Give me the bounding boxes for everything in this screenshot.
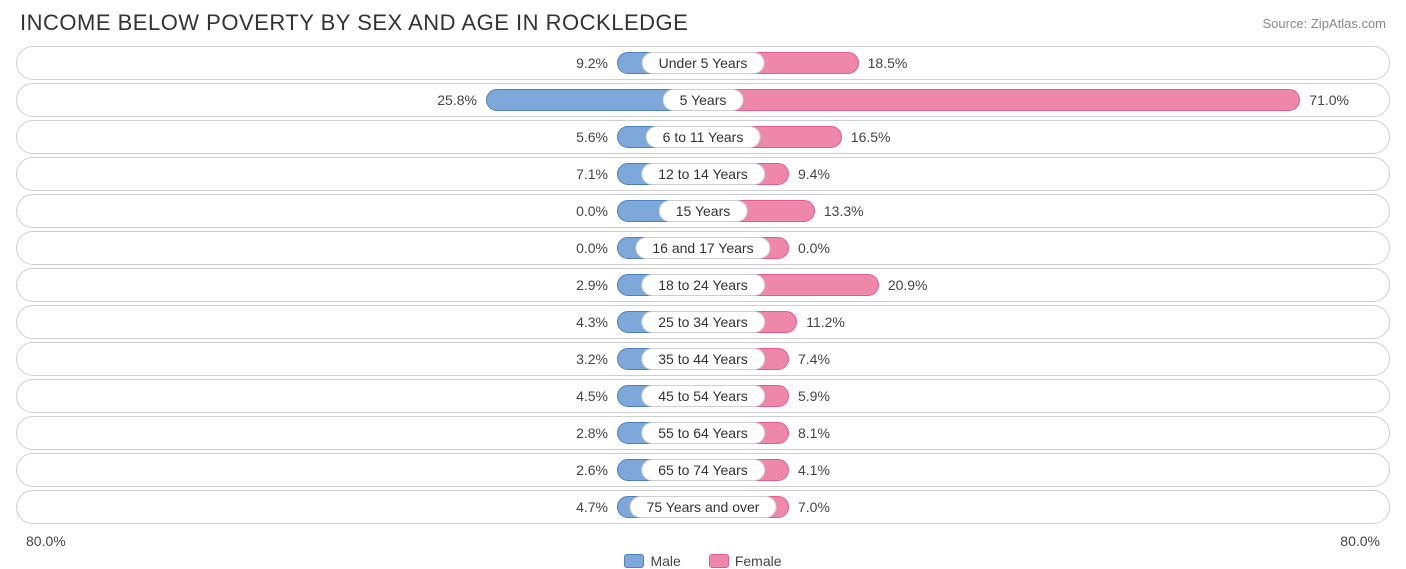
axis-right-label: 80.0% [1340, 533, 1380, 549]
chart-row: 2.6% 4.1% 65 to 74 Years [16, 453, 1390, 487]
chart-row: 5.6% 16.5% 6 to 11 Years [16, 120, 1390, 154]
legend-swatch-male [624, 554, 644, 568]
category-label: 6 to 11 Years [646, 126, 761, 148]
legend-item-male: Male [624, 553, 680, 569]
category-label: 55 to 64 Years [641, 422, 765, 444]
chart-row: 3.2% 7.4% 35 to 44 Years [16, 342, 1390, 376]
chart-header: INCOME BELOW POVERTY BY SEX AND AGE IN R… [0, 0, 1406, 42]
chart-row: 2.9% 20.9% 18 to 24 Years [16, 268, 1390, 302]
female-value-label: 13.3% [814, 203, 864, 219]
female-value-label: 0.0% [788, 240, 830, 256]
axis-left-label: 80.0% [26, 533, 66, 549]
legend-label-male: Male [650, 553, 680, 569]
category-label: 75 Years and over [630, 496, 777, 518]
male-value-label: 4.5% [576, 388, 618, 404]
male-value-label: 25.8% [437, 92, 487, 108]
female-value-label: 5.9% [788, 388, 830, 404]
male-value-label: 9.2% [576, 55, 618, 71]
category-label: 18 to 24 Years [641, 274, 765, 296]
female-bar: 71.0% [703, 89, 1300, 111]
male-value-label: 7.1% [576, 166, 618, 182]
chart-row: 7.1% 9.4% 12 to 14 Years [16, 157, 1390, 191]
female-value-label: 9.4% [788, 166, 830, 182]
category-label: 65 to 74 Years [641, 459, 765, 481]
male-value-label: 2.8% [576, 425, 618, 441]
category-label: 35 to 44 Years [641, 348, 765, 370]
male-value-label: 3.2% [576, 351, 618, 367]
male-value-label: 4.3% [576, 314, 618, 330]
chart-row: 25.8%71.0%5 Years [16, 83, 1390, 117]
category-label: 5 Years [663, 89, 744, 111]
male-value-label: 5.6% [576, 129, 618, 145]
male-value-label: 4.7% [576, 499, 618, 515]
male-value-label: 0.0% [576, 203, 618, 219]
legend: Male Female [0, 551, 1406, 569]
female-value-label: 7.0% [788, 499, 830, 515]
female-value-label: 8.1% [788, 425, 830, 441]
legend-item-female: Female [709, 553, 782, 569]
female-value-label: 20.9% [878, 277, 928, 293]
chart-row: 4.5% 5.9% 45 to 54 Years [16, 379, 1390, 413]
female-value-label: 71.0% [1299, 92, 1349, 108]
chart-row: 4.7% 7.0% 75 Years and over [16, 490, 1390, 524]
category-label: 45 to 54 Years [641, 385, 765, 407]
female-value-label: 4.1% [788, 462, 830, 478]
category-label: 16 and 17 Years [635, 237, 770, 259]
female-value-label: 16.5% [841, 129, 891, 145]
chart-row: 0.0% 0.0% 16 and 17 Years [16, 231, 1390, 265]
chart-row: 4.3% 11.2% 25 to 34 Years [16, 305, 1390, 339]
category-label: 25 to 34 Years [641, 311, 765, 333]
chart-row: 2.8% 8.1% 55 to 64 Years [16, 416, 1390, 450]
male-value-label: 2.9% [576, 277, 618, 293]
female-value-label: 7.4% [788, 351, 830, 367]
male-value-label: 2.6% [576, 462, 618, 478]
diverging-bar-chart: 9.2%18.5%Under 5 Years25.8%71.0%5 Years5… [0, 42, 1406, 524]
chart-source: Source: ZipAtlas.com [1262, 16, 1386, 31]
chart-row: 9.2% 18.5% Under 5 Years [16, 46, 1390, 80]
axis-labels: 80.0% 80.0% [0, 527, 1406, 551]
category-label: Under 5 Years [642, 52, 765, 74]
legend-label-female: Female [735, 553, 782, 569]
category-label: 15 Years [659, 200, 748, 222]
female-value-label: 11.2% [796, 314, 845, 330]
category-label: 12 to 14 Years [641, 163, 765, 185]
male-value-label: 0.0% [576, 240, 618, 256]
female-value-label: 18.5% [858, 55, 908, 71]
legend-swatch-female [709, 554, 729, 568]
chart-row: 0.0% 13.3% 15 Years [16, 194, 1390, 228]
chart-title: INCOME BELOW POVERTY BY SEX AND AGE IN R… [20, 10, 688, 36]
